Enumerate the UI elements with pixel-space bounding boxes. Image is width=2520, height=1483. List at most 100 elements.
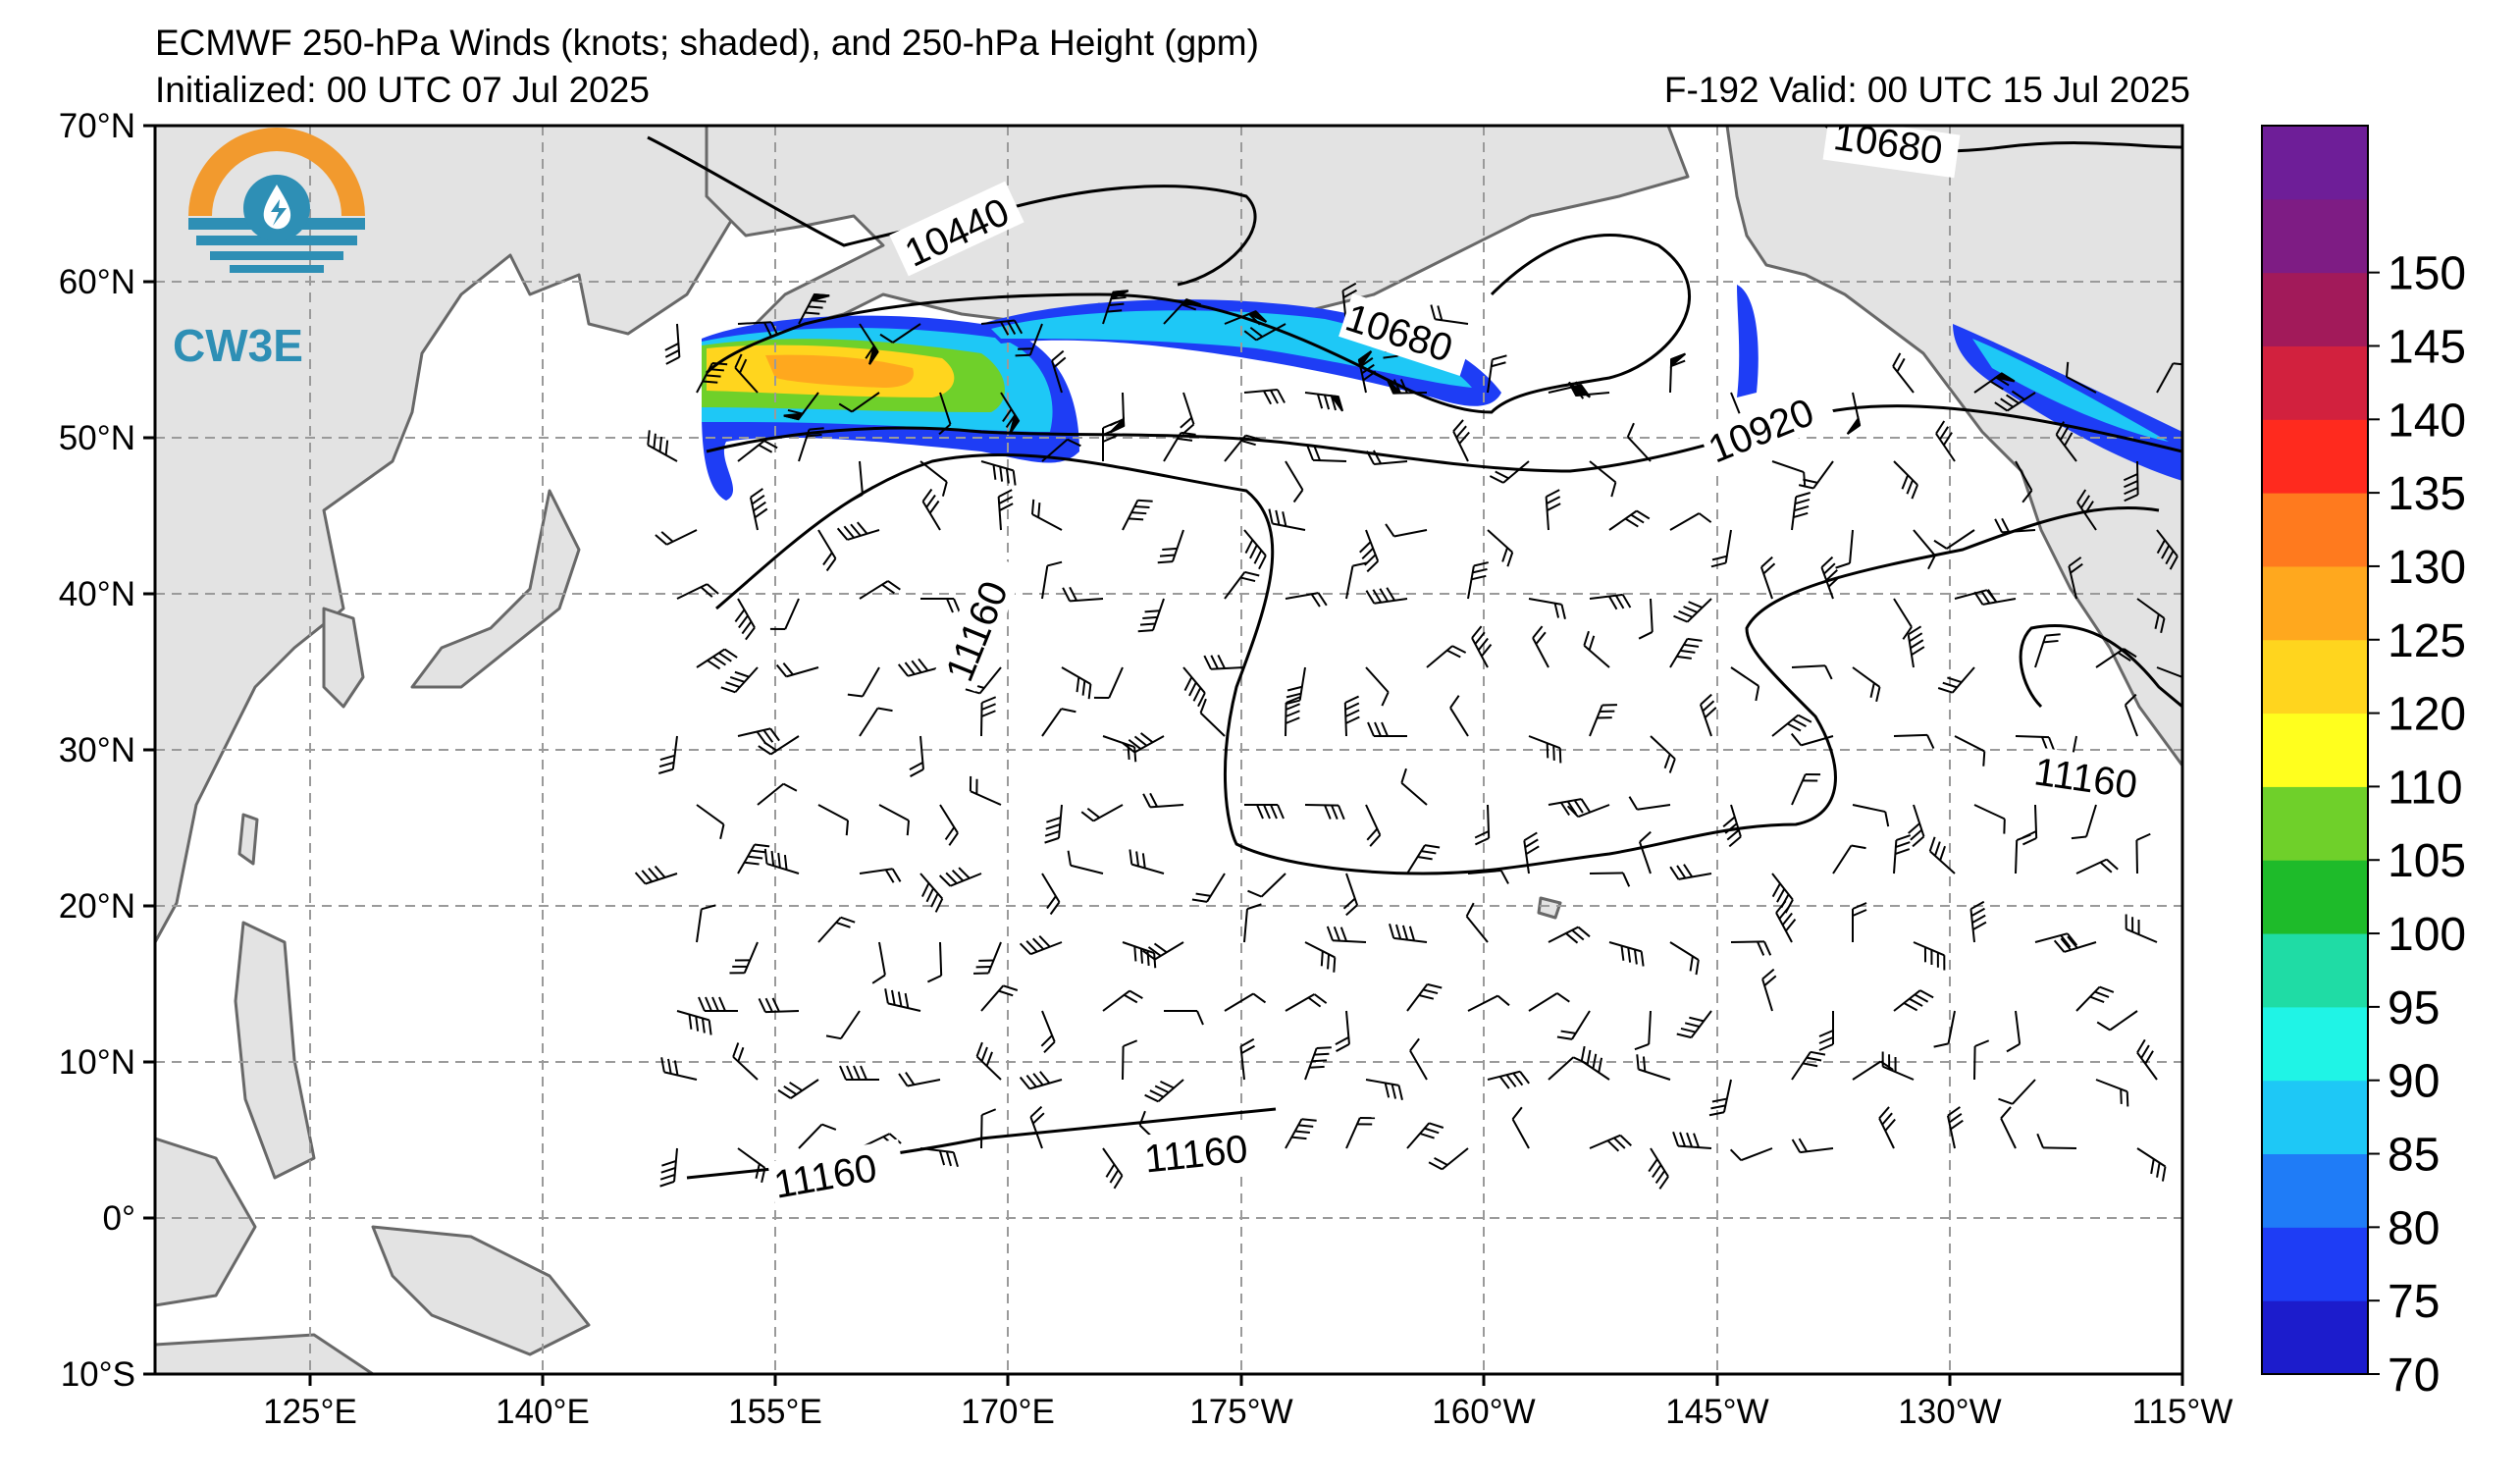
land-asia	[155, 126, 748, 944]
wind-barb	[1067, 850, 1104, 874]
pennant-icon	[1669, 352, 1687, 369]
pennant-icon	[1246, 310, 1268, 323]
wind-barb	[839, 1065, 879, 1081]
colorbar-segment	[2262, 1080, 2368, 1155]
wind-barb	[1141, 941, 1184, 961]
wind-barb	[2156, 666, 2182, 681]
wind-barb	[1528, 992, 1570, 1012]
wind-barb	[1224, 434, 1261, 462]
wind-barb	[1761, 968, 1777, 1012]
wind-barb	[1487, 354, 1507, 394]
wind-barb	[1345, 1116, 1376, 1149]
colorbar-segment	[2262, 272, 2368, 346]
wind-barb	[758, 997, 800, 1014]
wind-barb	[849, 460, 864, 503]
wind-barb	[1893, 733, 1935, 750]
wind-barb	[836, 521, 880, 541]
wind-barb	[1122, 1039, 1138, 1081]
logo-arc-icon	[188, 128, 365, 216]
wind-barb	[1366, 450, 1408, 465]
wind-barb	[1400, 768, 1428, 806]
lat-tick-label: 0°	[103, 1199, 135, 1238]
wind-barb	[1907, 625, 1925, 668]
wind-barb	[1532, 625, 1549, 668]
wind-barb	[1672, 1131, 1712, 1149]
colorbar-segment	[2262, 860, 2368, 934]
wind-barb	[1771, 714, 1812, 737]
wind-barb	[647, 430, 678, 462]
wind-barb	[720, 666, 759, 694]
lon-tick-label: 130°W	[1898, 1393, 2001, 1431]
wind-barb	[2095, 648, 2137, 668]
wind-barb	[1852, 902, 1867, 942]
valid-time: F-192 Valid: 00 UTC 15 Jul 2025	[1663, 70, 2190, 110]
wind-barb	[732, 1042, 759, 1081]
colorbar-tick-label: 75	[2388, 1276, 2440, 1328]
wind-barb	[1224, 992, 1267, 1012]
wind-barb	[783, 392, 819, 421]
colorbar-tick-label: 85	[2388, 1130, 2440, 1182]
wind-barb	[2006, 1010, 2021, 1053]
wind-barb	[1892, 352, 1915, 394]
lat-tick-label: 60°N	[59, 263, 135, 301]
wind-barb	[1852, 666, 1881, 703]
wind-barb	[817, 916, 856, 943]
wind-barb	[1852, 804, 1890, 827]
wind-barb	[1365, 804, 1382, 847]
wind-barb	[1973, 372, 2016, 394]
wind-barb	[1137, 598, 1165, 633]
wind-barb	[696, 648, 738, 670]
wind-barb	[975, 1041, 1002, 1081]
pennant-icon	[868, 344, 879, 365]
pennant-icon	[783, 412, 805, 421]
wind-barb	[1969, 900, 1987, 943]
wind-barb	[2065, 361, 2097, 394]
wind-barb	[1669, 941, 1700, 976]
wind-barb	[1730, 940, 1772, 956]
wind-barb	[1285, 696, 1301, 737]
wind-barb	[1102, 290, 1129, 325]
wind-barb	[1199, 698, 1226, 737]
pennant-icon	[809, 292, 830, 302]
wind-barb	[926, 941, 943, 983]
wind-barb	[1933, 1010, 1956, 1048]
wind-barb	[634, 865, 678, 885]
wind-barb	[897, 658, 941, 677]
wind-barb	[1449, 695, 1469, 737]
wind-barb	[2136, 598, 2166, 634]
wind-barb	[980, 319, 1024, 336]
colorbar-segment	[2262, 713, 2368, 787]
wind-barb	[1636, 1054, 1671, 1081]
wind-barb	[758, 735, 800, 756]
wind-barb	[676, 1010, 712, 1035]
colorbar-tick-label: 140	[2388, 395, 2466, 447]
wind-barb	[1102, 1147, 1124, 1190]
wind-barb	[1182, 666, 1206, 708]
wind-barb	[1015, 323, 1043, 357]
wind-barb	[1487, 1070, 1530, 1089]
wind-barb	[1913, 941, 1946, 971]
wind-barb	[1608, 509, 1651, 531]
wind-barb	[1556, 1010, 1591, 1040]
pennant-icon	[1329, 395, 1343, 412]
wind-barb	[1566, 804, 1610, 819]
wind-barb	[1304, 1046, 1332, 1081]
wind-barb	[1367, 721, 1407, 737]
wind-barb	[1893, 460, 1918, 500]
wind-barb	[2034, 932, 2078, 948]
wind-barb	[919, 460, 948, 497]
wind-barb	[1285, 592, 1328, 608]
wind-barb	[2053, 935, 2097, 953]
wind-barb	[2095, 1079, 2129, 1107]
wind-barb	[1268, 508, 1306, 531]
wind-barb	[2036, 1133, 2077, 1149]
colorbar-tick-label: 70	[2388, 1350, 2440, 1402]
wind-barb	[1386, 379, 1428, 395]
jet-west-orange	[765, 354, 914, 388]
colorbar-segment	[2262, 493, 2368, 567]
wind-barb	[1626, 422, 1652, 462]
wind-barb	[1102, 421, 1118, 461]
wind-barb	[657, 735, 678, 774]
wind-barb	[1708, 1079, 1732, 1117]
lat-tick-label: 70°N	[59, 107, 135, 145]
